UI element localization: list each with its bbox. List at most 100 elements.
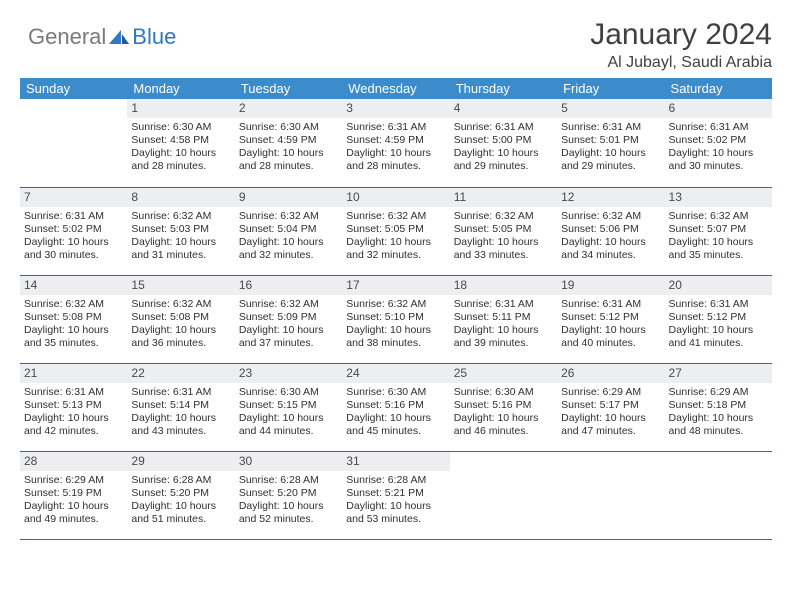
day-info-line: Daylight: 10 hours and 44 minutes. — [239, 412, 338, 438]
day-number: 23 — [235, 364, 342, 383]
day-number — [450, 452, 557, 456]
day-info-line: Sunrise: 6:31 AM — [454, 298, 553, 311]
calendar-day-cell — [20, 99, 127, 187]
weekday-header: Monday — [127, 78, 234, 99]
location: Al Jubayl, Saudi Arabia — [590, 54, 772, 72]
day-info-line: Sunrise: 6:32 AM — [346, 210, 445, 223]
day-number: 22 — [127, 364, 234, 383]
day-number: 1 — [127, 99, 234, 118]
day-info-line: Daylight: 10 hours and 30 minutes. — [669, 147, 768, 173]
logo-text-general: General — [28, 24, 106, 50]
day-info-line: Sunrise: 6:29 AM — [669, 386, 768, 399]
calendar-day-cell: 8Sunrise: 6:32 AMSunset: 5:03 PMDaylight… — [127, 187, 234, 275]
day-number: 17 — [342, 276, 449, 295]
calendar-table: Sunday Monday Tuesday Wednesday Thursday… — [20, 78, 772, 540]
day-number: 29 — [127, 452, 234, 471]
calendar-day-cell: 4Sunrise: 6:31 AMSunset: 5:00 PMDaylight… — [450, 99, 557, 187]
day-number: 25 — [450, 364, 557, 383]
day-info-line: Sunrise: 6:31 AM — [346, 121, 445, 134]
day-number: 2 — [235, 99, 342, 118]
day-number: 10 — [342, 188, 449, 207]
day-info-line: Sunset: 4:59 PM — [239, 134, 338, 147]
day-info-line: Sunset: 5:08 PM — [24, 311, 123, 324]
day-info-line: Sunrise: 6:31 AM — [24, 386, 123, 399]
calendar-day-cell: 28Sunrise: 6:29 AMSunset: 5:19 PMDayligh… — [20, 451, 127, 539]
day-number: 26 — [557, 364, 664, 383]
day-info-line: Daylight: 10 hours and 45 minutes. — [346, 412, 445, 438]
day-number: 4 — [450, 99, 557, 118]
day-info-line: Daylight: 10 hours and 40 minutes. — [561, 324, 660, 350]
day-info-line: Sunrise: 6:29 AM — [561, 386, 660, 399]
day-number: 14 — [20, 276, 127, 295]
weekday-header-row: Sunday Monday Tuesday Wednesday Thursday… — [20, 78, 772, 99]
day-info-line: Sunset: 5:17 PM — [561, 399, 660, 412]
day-number: 6 — [665, 99, 772, 118]
day-info-line: Daylight: 10 hours and 39 minutes. — [454, 324, 553, 350]
day-info-line: Sunrise: 6:31 AM — [669, 121, 768, 134]
day-info-line: Sunset: 5:06 PM — [561, 223, 660, 236]
calendar-day-cell: 18Sunrise: 6:31 AMSunset: 5:11 PMDayligh… — [450, 275, 557, 363]
month-title: January 2024 — [590, 18, 772, 52]
calendar-day-cell: 5Sunrise: 6:31 AMSunset: 5:01 PMDaylight… — [557, 99, 664, 187]
calendar-week-row: 7Sunrise: 6:31 AMSunset: 5:02 PMDaylight… — [20, 187, 772, 275]
day-number: 11 — [450, 188, 557, 207]
calendar-day-cell: 3Sunrise: 6:31 AMSunset: 4:59 PMDaylight… — [342, 99, 449, 187]
day-info-line: Sunrise: 6:31 AM — [24, 210, 123, 223]
day-info-line: Sunrise: 6:31 AM — [131, 386, 230, 399]
day-info-line: Daylight: 10 hours and 53 minutes. — [346, 500, 445, 526]
calendar-day-cell: 27Sunrise: 6:29 AMSunset: 5:18 PMDayligh… — [665, 363, 772, 451]
day-info-line: Sunrise: 6:31 AM — [669, 298, 768, 311]
calendar-day-cell: 31Sunrise: 6:28 AMSunset: 5:21 PMDayligh… — [342, 451, 449, 539]
logo-text-blue: Blue — [132, 24, 176, 50]
day-info-line: Daylight: 10 hours and 29 minutes. — [454, 147, 553, 173]
day-info-line: Sunset: 5:11 PM — [454, 311, 553, 324]
day-info-line: Sunrise: 6:31 AM — [561, 121, 660, 134]
day-number: 21 — [20, 364, 127, 383]
day-info-line: Sunset: 5:20 PM — [239, 487, 338, 500]
day-info-line: Sunrise: 6:32 AM — [239, 210, 338, 223]
day-info-line: Daylight: 10 hours and 49 minutes. — [24, 500, 123, 526]
day-info-line: Sunset: 5:16 PM — [346, 399, 445, 412]
day-info-line: Sunrise: 6:32 AM — [346, 298, 445, 311]
day-number: 30 — [235, 452, 342, 471]
day-info-line: Daylight: 10 hours and 47 minutes. — [561, 412, 660, 438]
day-number — [20, 99, 127, 103]
weekday-header: Wednesday — [342, 78, 449, 99]
calendar-day-cell: 20Sunrise: 6:31 AMSunset: 5:12 PMDayligh… — [665, 275, 772, 363]
day-info-line: Sunset: 5:16 PM — [454, 399, 553, 412]
day-info-line: Daylight: 10 hours and 48 minutes. — [669, 412, 768, 438]
title-block: January 2024 Al Jubayl, Saudi Arabia — [590, 18, 772, 72]
day-info-line: Sunrise: 6:31 AM — [561, 298, 660, 311]
day-info-line: Daylight: 10 hours and 43 minutes. — [131, 412, 230, 438]
day-info-line: Sunset: 5:18 PM — [669, 399, 768, 412]
day-info-line: Sunset: 5:02 PM — [24, 223, 123, 236]
day-info-line: Daylight: 10 hours and 36 minutes. — [131, 324, 230, 350]
day-info-line: Sunset: 5:08 PM — [131, 311, 230, 324]
day-info-line: Daylight: 10 hours and 37 minutes. — [239, 324, 338, 350]
calendar-day-cell: 15Sunrise: 6:32 AMSunset: 5:08 PMDayligh… — [127, 275, 234, 363]
weekday-header: Thursday — [450, 78, 557, 99]
day-number — [557, 452, 664, 456]
day-info-line: Sunset: 5:13 PM — [24, 399, 123, 412]
day-number: 16 — [235, 276, 342, 295]
day-number: 20 — [665, 276, 772, 295]
day-info-line: Sunset: 5:09 PM — [239, 311, 338, 324]
logo: General Blue — [20, 18, 176, 50]
calendar-week-row: 14Sunrise: 6:32 AMSunset: 5:08 PMDayligh… — [20, 275, 772, 363]
day-info-line: Daylight: 10 hours and 31 minutes. — [131, 236, 230, 262]
day-info-line: Daylight: 10 hours and 46 minutes. — [454, 412, 553, 438]
day-info-line: Sunrise: 6:32 AM — [131, 210, 230, 223]
day-info-line: Sunset: 5:12 PM — [561, 311, 660, 324]
day-info-line: Sunrise: 6:28 AM — [239, 474, 338, 487]
calendar-body: 1Sunrise: 6:30 AMSunset: 4:58 PMDaylight… — [20, 99, 772, 539]
day-info-line: Daylight: 10 hours and 28 minutes. — [239, 147, 338, 173]
day-info-line: Daylight: 10 hours and 29 minutes. — [561, 147, 660, 173]
day-info-line: Sunrise: 6:32 AM — [561, 210, 660, 223]
day-info-line: Daylight: 10 hours and 32 minutes. — [239, 236, 338, 262]
weekday-header: Sunday — [20, 78, 127, 99]
day-info-line: Daylight: 10 hours and 42 minutes. — [24, 412, 123, 438]
day-info-line: Daylight: 10 hours and 30 minutes. — [24, 236, 123, 262]
day-info-line: Sunset: 5:10 PM — [346, 311, 445, 324]
calendar-day-cell: 29Sunrise: 6:28 AMSunset: 5:20 PMDayligh… — [127, 451, 234, 539]
day-number — [665, 452, 772, 456]
